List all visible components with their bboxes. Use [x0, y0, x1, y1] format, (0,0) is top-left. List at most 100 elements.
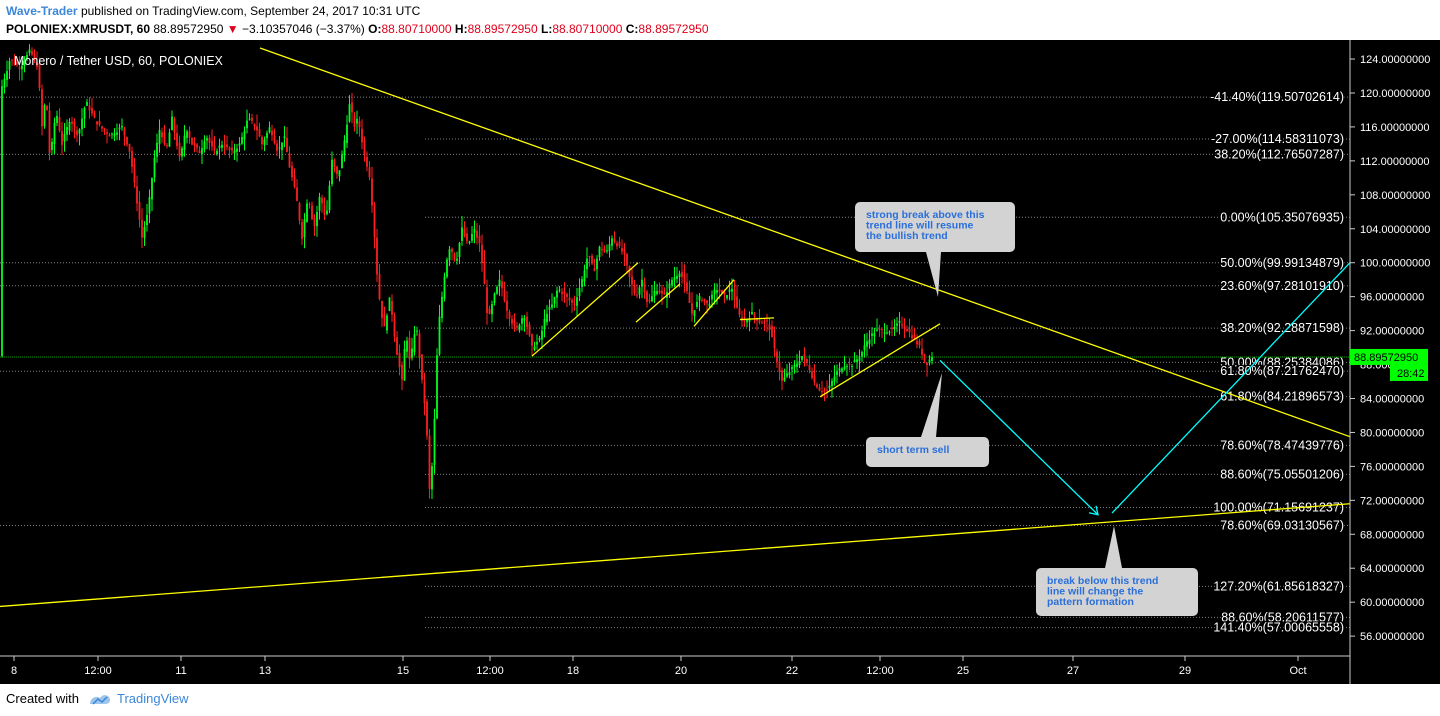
candle-body [676, 275, 678, 279]
candle-body [508, 312, 511, 319]
candle-body [591, 255, 593, 264]
candle-body [291, 165, 293, 178]
candle-body [461, 227, 463, 242]
candle-body [926, 362, 928, 366]
candle-body [138, 201, 141, 220]
candle-body [288, 153, 291, 168]
candle-body [588, 256, 591, 258]
price-axis[interactable]: 124.00000000 120.00000000 116.00000000 112.… [1350, 54, 1430, 643]
candle-body [406, 340, 408, 352]
candle-body [233, 150, 236, 154]
chart-title: Monero / Tether USD, 60, POLONIEX [14, 54, 224, 68]
candle-body [478, 235, 481, 244]
high-value: 88.89572950 [467, 22, 538, 36]
candle-body [446, 259, 448, 277]
candle-body [231, 147, 233, 151]
candle-body [91, 108, 93, 114]
candle-body [733, 289, 736, 300]
candle-body [598, 246, 601, 258]
candle-body [96, 121, 98, 125]
candle-body [908, 328, 911, 333]
low-value: 88.80710000 [552, 22, 623, 36]
trend-line [531, 262, 639, 357]
time-axis[interactable]: 8 12:00 11 13 15 12:00 18 20 22 12:00 25 27 29 Oct [11, 656, 1307, 677]
candle-body [608, 244, 611, 252]
candle-body [641, 279, 643, 287]
candle-body [811, 371, 813, 378]
open-label: O: [368, 22, 382, 36]
candle-body [56, 115, 58, 123]
candles [1, 44, 933, 500]
candle-body [376, 237, 378, 275]
candle-body [778, 361, 781, 372]
annotation-box [1036, 568, 1198, 616]
fib-label: -27.00%(114.58311073) [1211, 132, 1344, 146]
candle-body [636, 294, 638, 296]
candle-body [243, 131, 246, 140]
candle-body [628, 266, 631, 277]
candle-body [738, 308, 741, 315]
candle-body [191, 137, 193, 145]
price-tick-label: 112.00000000 [1360, 156, 1430, 168]
candle-body [496, 286, 498, 294]
candle-body [821, 391, 823, 393]
candle-body [511, 318, 513, 324]
candle-body [613, 238, 616, 242]
candle-body [503, 290, 506, 301]
price-tick-label: 104.00000000 [1360, 224, 1430, 236]
candle-body [818, 387, 821, 391]
candle-body [68, 121, 71, 131]
candle-body [786, 373, 788, 377]
candle-body [466, 233, 468, 242]
candle-body [46, 105, 48, 111]
candle-body [13, 62, 16, 64]
annotation-box [855, 202, 1015, 252]
candle-body [816, 384, 818, 388]
candle-body [21, 65, 23, 70]
author-link[interactable]: Wave-Trader [6, 4, 78, 18]
candle-body [491, 303, 493, 315]
candle-body [256, 126, 258, 131]
candle-body [663, 292, 666, 295]
candle-body [311, 205, 313, 220]
published-text: published on TradingView.com, September … [80, 4, 421, 18]
candle-body [916, 341, 918, 345]
candle-body [568, 297, 571, 301]
candle-body [631, 276, 633, 285]
candle-body [843, 366, 846, 370]
candle-body [213, 145, 216, 151]
time-tick-label: 11 [175, 665, 186, 677]
candle-body [853, 360, 856, 363]
candle-body [801, 356, 803, 360]
price-tick-label: 100.00000000 [1360, 258, 1430, 270]
trend-line [819, 323, 941, 398]
candle-body [193, 142, 196, 146]
candle-body [546, 313, 548, 323]
candle-body [281, 142, 283, 150]
candle-body [331, 159, 333, 185]
candle-body [346, 124, 348, 143]
candle-body [131, 151, 133, 167]
candle-body [866, 341, 868, 347]
candle-body [38, 63, 41, 89]
candle-body [98, 120, 101, 125]
tradingview-link[interactable]: TradingView [117, 691, 189, 706]
annotation-callout: short term sell [866, 373, 989, 467]
candle-body [681, 271, 683, 277]
candle-body [846, 366, 848, 368]
candle-body [336, 166, 338, 174]
price-chart[interactable]: -41.40%(119.50702614) -27.00%(114.5831107… [0, 40, 1440, 684]
price-tick-label: 56.00000000 [1360, 631, 1424, 643]
candle-body [726, 295, 728, 299]
candle-body [408, 337, 411, 360]
candle-body [33, 53, 36, 59]
candle-body [146, 214, 148, 226]
candle-body [273, 135, 276, 144]
candle-body [468, 241, 471, 244]
annotation-box [866, 437, 989, 467]
candle-body [316, 211, 318, 227]
candle-body [133, 164, 136, 183]
candle-body [306, 203, 308, 222]
